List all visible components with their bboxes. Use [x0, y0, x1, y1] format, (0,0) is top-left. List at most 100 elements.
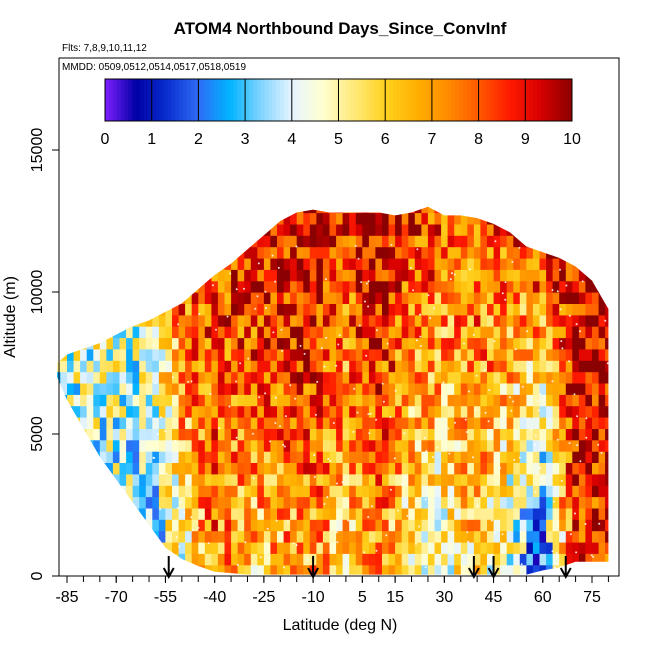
heatmap-cell	[539, 269, 547, 282]
heatmap-cell	[565, 223, 573, 236]
heatmap-cell	[139, 405, 147, 418]
heatmap-cell	[375, 519, 383, 532]
heatmap-cell	[441, 223, 449, 236]
heatmap-cell	[362, 326, 370, 339]
heatmap-cell	[605, 206, 609, 214]
heatmap-cell	[322, 564, 331, 575]
heatmap-cell	[244, 303, 252, 316]
heatmap-cell	[500, 417, 508, 429]
heatmap-cell	[526, 541, 534, 554]
heatmap-cell	[559, 417, 567, 429]
heatmap-cell	[158, 451, 167, 463]
heatmap-cell	[263, 530, 272, 543]
heatmap-cell	[572, 314, 580, 327]
measurement-dot	[354, 244, 357, 247]
heatmap-cell	[237, 485, 245, 498]
heatmap-cell	[552, 507, 560, 520]
heatmap-cell	[244, 394, 252, 407]
heatmap-cell	[316, 382, 324, 395]
heatmap-cell	[473, 212, 482, 225]
measurement-dot	[513, 458, 516, 461]
heatmap-cell	[427, 428, 436, 441]
heatmap-cell	[414, 507, 422, 520]
heatmap-cell	[316, 292, 324, 304]
heatmap-cell	[592, 206, 600, 214]
heatmap-cell	[303, 314, 311, 327]
heatmap-cell	[145, 280, 153, 293]
heatmap-cell	[250, 371, 258, 384]
heatmap-cell	[598, 206, 606, 214]
heatmap-cell	[146, 190, 153, 202]
heatmap-cell	[546, 530, 554, 543]
heatmap-cell	[487, 337, 495, 350]
heatmap-cell	[80, 190, 87, 202]
heatmap-cell	[191, 360, 199, 373]
measurement-dot	[198, 313, 201, 315]
heatmap-cell	[592, 507, 600, 520]
heatmap-cell	[487, 553, 495, 566]
colorbar-segment	[182, 79, 188, 121]
heatmap-cell	[244, 257, 252, 270]
heatmap-cell	[598, 348, 606, 361]
heatmap-cell	[303, 303, 311, 316]
heatmap-cell	[526, 314, 534, 327]
heatmap-cell	[263, 507, 272, 520]
heatmap-cell	[73, 507, 81, 520]
heatmap-cell	[362, 360, 370, 373]
colorbar-segment	[428, 79, 433, 121]
heatmap-cell	[283, 348, 291, 361]
heatmap-cell	[172, 451, 180, 463]
heatmap-cell	[244, 280, 252, 293]
heatmap-cell	[572, 337, 580, 350]
heatmap-cell	[86, 564, 94, 575]
heatmap-cell	[336, 360, 344, 373]
heatmap-cell	[139, 303, 147, 316]
heatmap-cell	[395, 212, 403, 225]
heatmap-cell	[382, 564, 390, 575]
heatmap-cell	[172, 507, 180, 520]
measurement-dot	[429, 317, 432, 319]
heatmap-cell	[388, 473, 396, 486]
heatmap-cell	[362, 496, 370, 509]
heatmap-cell	[277, 496, 285, 509]
heatmap-cell	[93, 246, 101, 259]
heatmap-cell	[513, 507, 521, 520]
heatmap-cell	[585, 417, 593, 429]
heatmap-cell	[578, 292, 587, 304]
heatmap-cell	[513, 541, 521, 554]
heatmap-cell	[612, 372, 619, 384]
heatmap-cell	[585, 269, 593, 282]
heatmap-cell	[454, 382, 462, 395]
heatmap-cell	[506, 223, 514, 236]
heatmap-cell	[73, 371, 81, 384]
heatmap-cell	[519, 223, 527, 236]
colorbar-segment	[155, 79, 160, 121]
heatmap-cell	[86, 269, 94, 282]
heatmap-cell	[598, 496, 606, 509]
heatmap-cell	[139, 337, 147, 350]
heatmap-cell	[447, 496, 455, 509]
heatmap-cell	[401, 553, 409, 566]
heatmap-cell	[211, 292, 219, 304]
heatmap-cell	[204, 337, 212, 350]
colorbar-segment	[346, 79, 351, 121]
heatmap-cell	[572, 246, 580, 259]
heatmap-cell	[277, 337, 285, 350]
heatmap-cell	[67, 530, 75, 543]
heatmap-cell	[296, 280, 304, 293]
heatmap-cell	[237, 553, 245, 566]
measurement-dot	[568, 314, 571, 317]
heatmap-cell	[322, 405, 331, 418]
heatmap-cell	[368, 235, 377, 248]
heatmap-cell	[165, 303, 173, 316]
heatmap-cell	[467, 280, 475, 293]
heatmap-cell	[546, 564, 554, 575]
heatmap-cell	[316, 235, 324, 248]
heatmap-cell	[152, 303, 160, 316]
heatmap-cell	[322, 246, 331, 259]
heatmap-cell	[185, 303, 193, 316]
measurement-dot	[281, 349, 284, 352]
heatmap-cell	[204, 371, 212, 384]
heatmap-cell	[237, 507, 245, 520]
heatmap-cell	[362, 485, 370, 498]
